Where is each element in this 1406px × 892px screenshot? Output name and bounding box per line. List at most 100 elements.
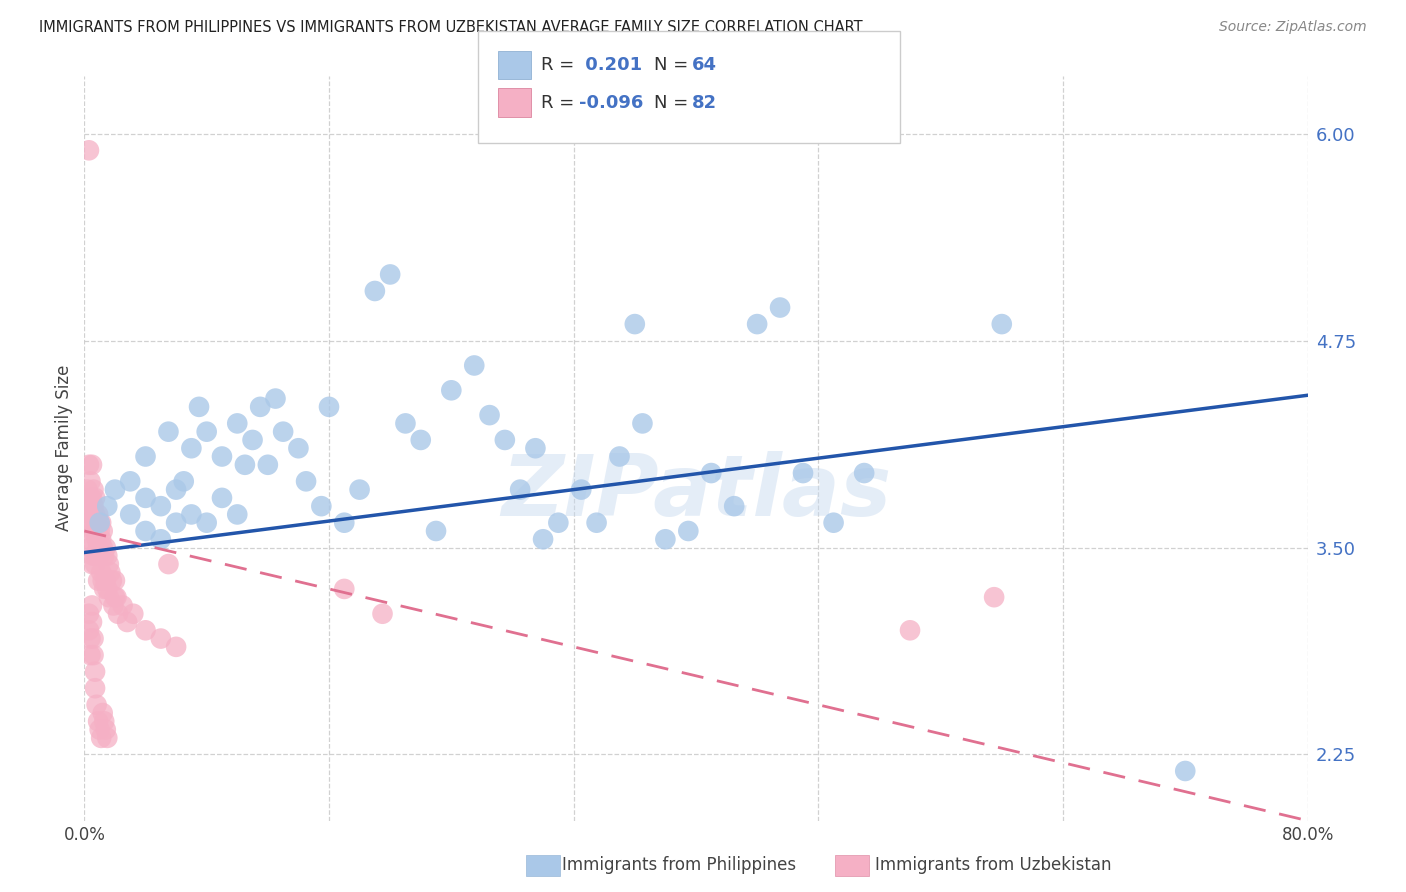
Point [83, 499, 105, 513]
Point [149, 499, 172, 513]
Point [80, 557, 103, 571]
Point [91, 541, 114, 555]
Text: R =: R = [541, 56, 581, 74]
Point [135, 491, 157, 505]
Point [107, 607, 129, 621]
Point [83, 516, 105, 530]
Point [97, 557, 120, 571]
Point [135, 624, 157, 638]
Point [853, 466, 876, 480]
Point [173, 475, 195, 489]
Point [631, 417, 654, 431]
Text: 82: 82 [692, 94, 717, 112]
Point [135, 450, 157, 464]
Point [105, 591, 128, 605]
Point [371, 607, 394, 621]
Point [654, 533, 676, 547]
Point [91, 706, 114, 720]
Point [80, 615, 103, 629]
Text: Source: ZipAtlas.com: Source: ZipAtlas.com [1219, 20, 1367, 34]
Point [180, 508, 202, 522]
Point [79, 491, 101, 505]
Point [96, 499, 118, 513]
Point [93, 714, 115, 729]
Point [87, 508, 110, 522]
Point [257, 458, 280, 472]
Point [89, 516, 111, 530]
Y-axis label: Average Family Size: Average Family Size [55, 365, 73, 532]
Point [983, 591, 1005, 605]
Text: N =: N = [654, 56, 693, 74]
Point [624, 317, 647, 331]
Point [77, 533, 100, 547]
Text: R =: R = [541, 94, 581, 112]
Point [86, 533, 108, 547]
Point [409, 433, 432, 447]
Point [86, 516, 108, 530]
Point [364, 284, 387, 298]
Text: IMMIGRANTS FROM PHILIPPINES VS IMMIGRANTS FROM UZBEKISTAN AVERAGE FAMILY SIZE CO: IMMIGRANTS FROM PHILIPPINES VS IMMIGRANT… [39, 20, 863, 35]
Point [318, 400, 340, 414]
Point [195, 425, 218, 439]
Point [295, 475, 318, 489]
Point [80, 524, 103, 538]
Point [792, 466, 814, 480]
Point [77, 624, 100, 638]
Point [96, 582, 118, 596]
Point [898, 624, 921, 638]
Point [233, 458, 256, 472]
Point [79, 632, 101, 646]
Point [90, 516, 112, 530]
Point [249, 400, 271, 414]
Point [89, 516, 111, 530]
Point [83, 483, 105, 497]
Point [94, 541, 117, 555]
Point [478, 408, 501, 422]
Point [394, 417, 416, 431]
Point [211, 450, 233, 464]
Point [349, 483, 371, 497]
Point [135, 524, 157, 538]
Point [84, 557, 107, 571]
Point [84, 665, 107, 679]
Point [991, 317, 1014, 331]
Point [226, 417, 249, 431]
Point [90, 566, 112, 580]
Point [77, 499, 100, 513]
Text: Immigrants from Uzbekistan: Immigrants from Uzbekistan [875, 856, 1111, 874]
Text: 64: 64 [692, 56, 717, 74]
Point [77, 607, 100, 621]
Point [79, 475, 101, 489]
Point [585, 516, 607, 530]
Point [111, 599, 134, 613]
Point [94, 574, 117, 588]
Point [440, 384, 463, 398]
Text: -0.096: -0.096 [579, 94, 644, 112]
Point [77, 144, 100, 158]
Point [494, 433, 516, 447]
Point [678, 524, 700, 538]
Point [165, 483, 187, 497]
Point [91, 574, 114, 588]
Point [87, 574, 110, 588]
Point [264, 392, 287, 406]
Point [93, 582, 115, 596]
Point [87, 714, 110, 729]
Point [700, 466, 723, 480]
Point [104, 483, 127, 497]
Point [425, 524, 447, 538]
Point [287, 442, 309, 456]
Point [195, 516, 218, 530]
Point [120, 508, 142, 522]
Point [87, 541, 110, 555]
Text: 0.201: 0.201 [579, 56, 643, 74]
Point [115, 615, 138, 629]
Point [84, 681, 107, 696]
Point [91, 524, 114, 538]
Point [509, 483, 531, 497]
Point [83, 632, 105, 646]
Point [609, 450, 631, 464]
Point [97, 591, 120, 605]
Point [76, 483, 98, 497]
Point [165, 640, 187, 654]
